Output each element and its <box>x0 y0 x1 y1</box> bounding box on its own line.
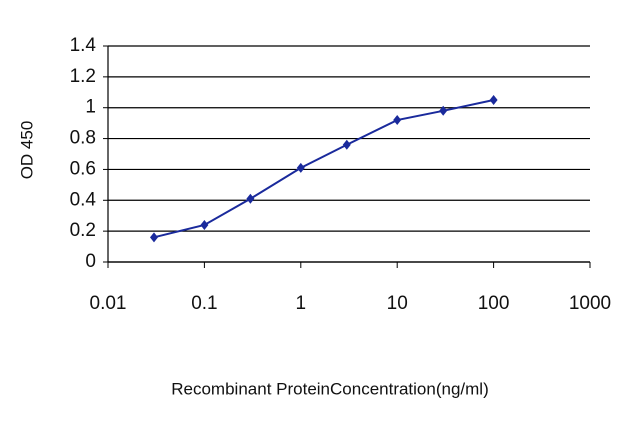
y-tick-label: 1 <box>85 97 96 118</box>
x-axis-label: Recombinant ProteinConcentration(ng/ml) <box>171 379 489 398</box>
x-tick-label: 0.01 <box>90 293 127 314</box>
data-point <box>149 232 158 243</box>
x-tick-label: 1000 <box>569 293 611 314</box>
y-axis-label: OD 450 <box>17 121 36 180</box>
y-tick-label: 1.4 <box>70 35 97 56</box>
data-point <box>489 95 498 105</box>
y-tick-label: 0.8 <box>70 128 96 149</box>
data-point <box>439 105 448 116</box>
data-line <box>153 99 494 239</box>
x-tick-label: 0.1 <box>191 293 217 314</box>
y-tick-label: 0.6 <box>70 158 96 179</box>
data-point <box>342 139 351 150</box>
data-point <box>200 219 209 230</box>
data-point <box>296 162 305 173</box>
y-tick-label: 0.2 <box>70 220 96 241</box>
x-tick-label: 10 <box>387 293 408 314</box>
data-point <box>393 115 402 126</box>
y-tick-label: 0 <box>85 251 96 272</box>
y-tick-label: 0.4 <box>70 189 97 210</box>
x-tick-label: 1 <box>296 293 307 314</box>
y-tick-label: 1.2 <box>70 66 96 87</box>
x-tick-label: 100 <box>478 293 510 314</box>
data-point <box>246 193 255 204</box>
